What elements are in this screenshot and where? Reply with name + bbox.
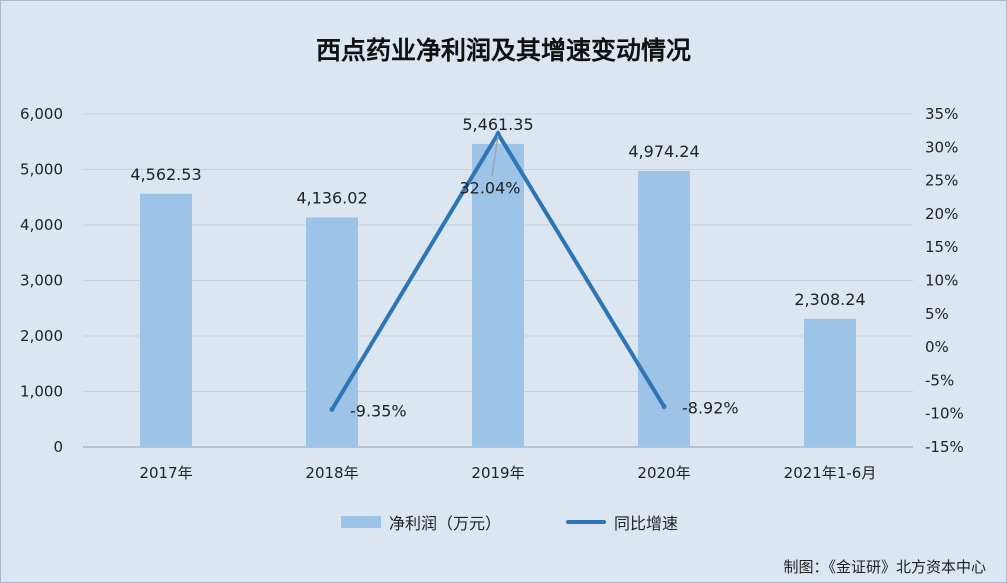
y-right-tick-label: 15% (925, 238, 958, 256)
chart-title: 西点药业净利润及其增速变动情况 (315, 36, 691, 65)
y-right-tick-label: 20% (925, 205, 958, 223)
growth-label-leader (491, 135, 499, 176)
y-left-tick-label: 5,000 (20, 161, 63, 179)
bar (472, 143, 524, 447)
bar-value-label: 4,974.24 (628, 142, 699, 161)
legend-label-net-profit: 净利润（万元） (389, 514, 502, 533)
y-right-tick-label: 25% (925, 172, 958, 190)
y-right-tick-label: -10% (925, 405, 964, 423)
growth-value-label: 32.04% (459, 179, 520, 198)
y-right-tick-label: 30% (925, 138, 958, 156)
y-left-tick-label: 4,000 (20, 216, 63, 234)
legend-bar-swatch (341, 516, 381, 528)
x-tick-label: 2019年 (471, 464, 524, 482)
x-tick-label: 2020年 (637, 464, 690, 482)
y-right-tick-label: -5% (925, 371, 954, 389)
bar-value-label: 4,562.53 (130, 165, 201, 184)
chart-legend: 净利润（万元） 同比增速 (1, 510, 1006, 534)
y-right-tick-label: 0% (925, 338, 949, 356)
chart-credit: 制图：《金证研》北方资本中心 (783, 558, 986, 576)
y-left-tick-label: 0 (53, 438, 63, 456)
legend-line-swatch (566, 520, 606, 524)
bar-value-label: 2,308.24 (794, 290, 865, 309)
growth-value-label: -8.92% (682, 399, 739, 418)
growth-point (661, 404, 667, 410)
y-right-tick-label: -15% (925, 438, 964, 456)
bar (638, 170, 690, 447)
growth-value-label: -9.35% (350, 401, 407, 420)
y-left-tick-label: 1,000 (20, 383, 63, 401)
y-left-tick-label: 6,000 (20, 105, 63, 123)
growth-point (329, 406, 335, 412)
y-left-tick-label: 2,000 (20, 327, 63, 345)
y-left-tick-label: 3,000 (20, 272, 63, 290)
legend-label-growth: 同比增速 (614, 514, 679, 533)
y-right-tick-label: 5% (925, 305, 949, 323)
chart-svg: 0 1,000 2,000 3,000 4,000 5,000 6,000 -15% -10% -… (20, 105, 964, 482)
bar (140, 193, 192, 447)
legend-item-net-profit: 净利润（万元） (341, 510, 501, 534)
x-tick-label: 2017年 (139, 464, 192, 482)
y-right-tick-label: 10% (925, 272, 958, 290)
bar-value-label: 4,136.02 (296, 188, 367, 207)
legend-item-growth: 同比增速 (566, 510, 678, 534)
x-tick-label: 2018年 (305, 464, 358, 482)
bar (804, 318, 856, 447)
y-right-tick-label: 35% (925, 105, 958, 123)
bar-value-label: 5,461.35 (462, 115, 533, 134)
growth-point (495, 131, 501, 137)
x-tick-label: 2021年1-6月 (784, 464, 877, 482)
